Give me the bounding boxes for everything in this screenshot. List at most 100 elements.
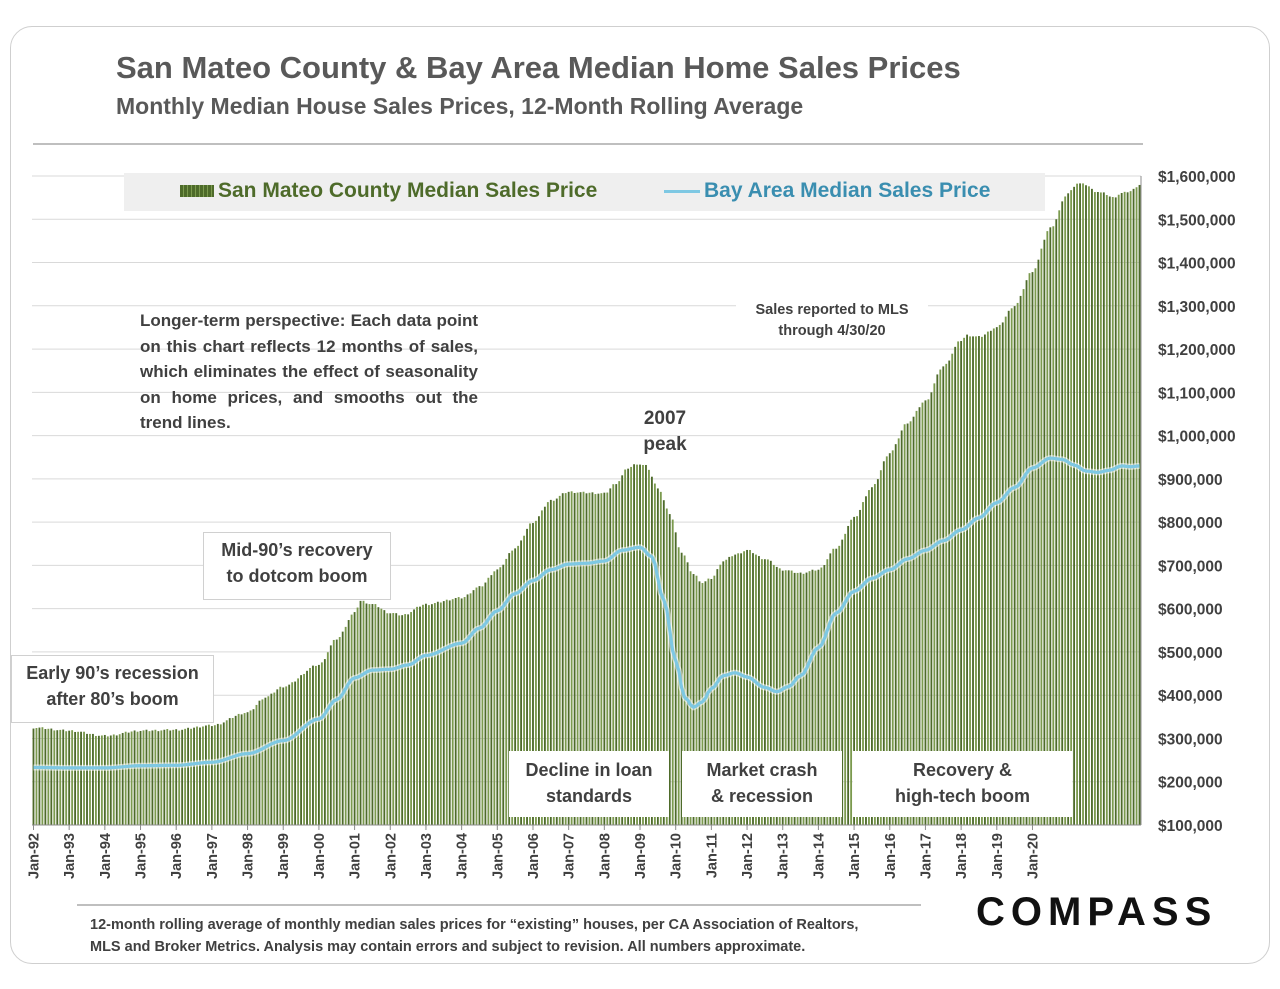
san-mateo-bar: [975, 336, 977, 825]
san-mateo-bar: [986, 331, 989, 825]
footnote-divider: [77, 904, 921, 906]
san-mateo-bar: [656, 488, 659, 825]
san-mateo-bar: [603, 492, 606, 825]
san-mateo-bar: [1120, 193, 1123, 826]
san-mateo-bar: [457, 597, 460, 825]
san-mateo-bar: [543, 506, 546, 825]
san-mateo-bar: [172, 729, 175, 825]
san-mateo-bar: [231, 717, 234, 825]
san-mateo-bar: [850, 519, 853, 825]
san-mateo-bar: [1013, 306, 1016, 825]
x-tick-label: Jan-00: [312, 833, 328, 879]
san-mateo-bar: [1093, 192, 1096, 825]
san-mateo-bar: [139, 730, 142, 825]
san-mateo-bar: [734, 554, 737, 825]
san-mateo-bar: [252, 709, 255, 825]
san-mateo-bar: [243, 713, 246, 825]
san-mateo-bar: [799, 572, 802, 825]
san-mateo-bar: [32, 728, 35, 825]
san-mateo-bar: [502, 564, 505, 825]
san-mateo-bar: [133, 730, 136, 825]
san-mateo-bar: [674, 532, 677, 825]
annotation-recovery: Recovery & high-tech boom: [853, 751, 1072, 817]
san-mateo-bar: [151, 730, 154, 825]
y-tick-labels: $100,000 $200,000 $300,000 $400,000 $500,000…: [1158, 169, 1236, 835]
san-mateo-bar: [95, 735, 97, 825]
san-mateo-bar: [642, 465, 644, 825]
san-mateo-bar: [526, 528, 528, 825]
san-mateo-bar: [939, 369, 942, 825]
san-mateo-bar: [196, 726, 198, 825]
x-tick-label: Jan-03: [419, 833, 435, 879]
san-mateo-bar: [1055, 219, 1058, 826]
san-mateo-bar: [291, 682, 294, 825]
san-mateo-bar: [737, 553, 740, 825]
san-mateo-bar: [1129, 191, 1132, 826]
x-tick-label: Jan-98: [241, 833, 257, 879]
san-mateo-bar: [419, 606, 421, 825]
san-mateo-bar: [234, 715, 237, 825]
san-mateo-bar: [650, 476, 653, 825]
title-divider: [33, 143, 1143, 145]
san-mateo-bar: [249, 710, 252, 825]
san-mateo-bar: [983, 334, 986, 825]
x-tick-label: Jan-07: [562, 833, 578, 879]
san-mateo-bar: [303, 673, 305, 825]
san-mateo-bar: [383, 610, 386, 825]
bay-area-line: [33, 456, 1140, 770]
y-tick-label: $900,000: [1158, 472, 1223, 489]
san-mateo-bar: [871, 487, 873, 825]
san-mateo-bar: [1058, 210, 1061, 825]
san-mateo-bar: [582, 491, 585, 825]
san-mateo-bar: [888, 453, 891, 825]
san-mateo-bar: [600, 493, 603, 825]
san-mateo-bar: [787, 570, 790, 825]
san-mateo-bar: [876, 479, 879, 825]
san-mateo-bar: [190, 728, 192, 825]
san-mateo-bar: [335, 639, 338, 825]
y-tick-label: $1,500,000: [1158, 212, 1236, 229]
san-mateo-bar: [811, 569, 814, 825]
san-mateo-bar: [202, 726, 204, 825]
x-tick-label: Jan-10: [669, 833, 685, 879]
san-mateo-bar: [410, 612, 413, 825]
bar-swatch-icon: [180, 185, 214, 198]
san-mateo-bar: [136, 731, 139, 825]
san-mateo-bar: [1099, 192, 1102, 825]
san-mateo-bar: [1067, 193, 1070, 826]
san-mateo-bar: [282, 687, 285, 825]
decline-line1: Decline in loan: [525, 760, 653, 780]
x-tick-label: Jan-94: [98, 833, 114, 879]
san-mateo-bar: [1046, 231, 1049, 825]
san-mateo-bar: [1025, 280, 1028, 825]
san-mateo-bar: [918, 407, 921, 825]
san-mateo-bar: [53, 730, 56, 825]
x-tick-label: Jan-97: [205, 833, 221, 879]
san-mateo-bar: [841, 539, 844, 825]
peak-annotation: 2007 peak: [620, 406, 710, 458]
san-mateo-bar: [312, 665, 314, 825]
san-mateo-bar: [127, 732, 130, 825]
san-mateo-bar: [668, 514, 671, 825]
san-mateo-bar: [1061, 201, 1064, 825]
chart-subtitle: Monthly Median House Sales Prices, 12-Mo…: [116, 93, 804, 119]
san-mateo-bar: [567, 491, 570, 825]
san-mateo-bar: [662, 500, 665, 825]
x-tick-label: Jan-99: [276, 833, 292, 879]
san-mateo-bar: [1132, 188, 1135, 826]
san-mateo-bar: [448, 600, 451, 825]
san-mateo-bar: [820, 567, 823, 825]
san-mateo-bar: [145, 729, 148, 825]
san-mateo-bar: [1111, 197, 1114, 826]
san-mateo-bar: [341, 631, 344, 825]
san-mateo-bar: [1022, 289, 1025, 825]
san-mateo-bar: [50, 728, 53, 825]
san-mateo-bar: [686, 562, 689, 825]
san-mateo-bar: [1085, 185, 1087, 826]
san-mateo-bar: [439, 602, 442, 825]
san-mateo-bar: [74, 731, 77, 825]
san-mateo-bar: [1108, 196, 1111, 826]
san-mateo-bar: [981, 336, 983, 825]
x-tick-label: Jan-14: [811, 833, 827, 879]
san-mateo-bar: [1096, 192, 1099, 825]
